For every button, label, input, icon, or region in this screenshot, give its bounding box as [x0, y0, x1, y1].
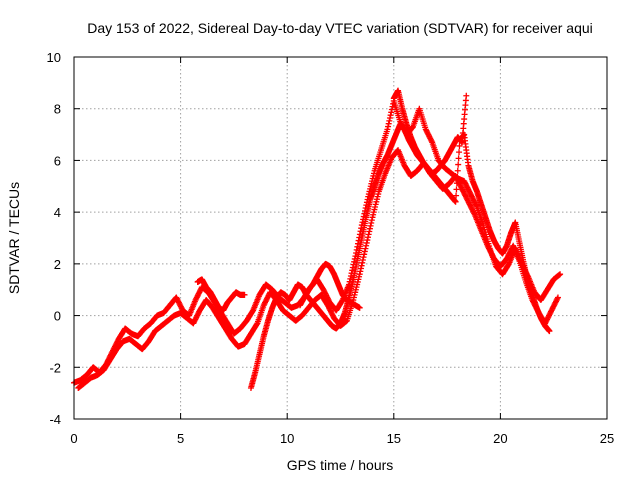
y-axis-label: SDTVAR / TECUs: [6, 182, 22, 294]
axis-ticks: [73, 56, 608, 420]
series-track-4: [194, 87, 470, 314]
y-tick-label: 4: [54, 205, 61, 220]
data-point: [554, 294, 561, 301]
data-point: [455, 161, 462, 168]
data-point: [454, 167, 461, 174]
data-point: [454, 173, 461, 180]
data-point: [455, 155, 462, 162]
data-point: [463, 92, 470, 99]
x-tick-label: 25: [600, 431, 614, 446]
y-tick-label: 0: [54, 309, 61, 324]
x-tick-label: 15: [387, 431, 401, 446]
data-point: [356, 304, 363, 311]
chart-title: Day 153 of 2022, Sidereal Day-to-day VTE…: [87, 20, 593, 36]
y-tick-label: 10: [47, 50, 61, 65]
y-tick-label: -2: [49, 360, 61, 375]
series-track-2: [75, 147, 561, 391]
data-points: [71, 87, 564, 391]
x-axis-label: GPS time / hours: [287, 457, 394, 473]
data-point: [456, 149, 463, 156]
data-point: [546, 328, 553, 335]
grid: [74, 57, 607, 419]
x-tick-labels: 0 5 10 15 20 25: [70, 431, 614, 446]
x-tick-label: 10: [280, 431, 294, 446]
data-point: [241, 291, 248, 298]
data-point: [453, 192, 460, 199]
data-point: [557, 271, 564, 278]
y-tick-label: -4: [49, 412, 61, 427]
y-tick-label: 8: [54, 102, 61, 117]
x-tick-label: 5: [177, 431, 184, 446]
data-point: [452, 198, 459, 205]
plot-frame: [73, 56, 608, 420]
data-point: [456, 142, 463, 149]
x-tick-label: 0: [70, 431, 77, 446]
y-tick-label: 2: [54, 257, 61, 272]
y-tick-label: 6: [54, 153, 61, 168]
x-tick-label: 20: [493, 431, 507, 446]
data-point: [453, 180, 460, 187]
data-point: [453, 186, 460, 193]
y-tick-labels: -4 -2 0 2 4 6 8 10: [47, 50, 61, 427]
